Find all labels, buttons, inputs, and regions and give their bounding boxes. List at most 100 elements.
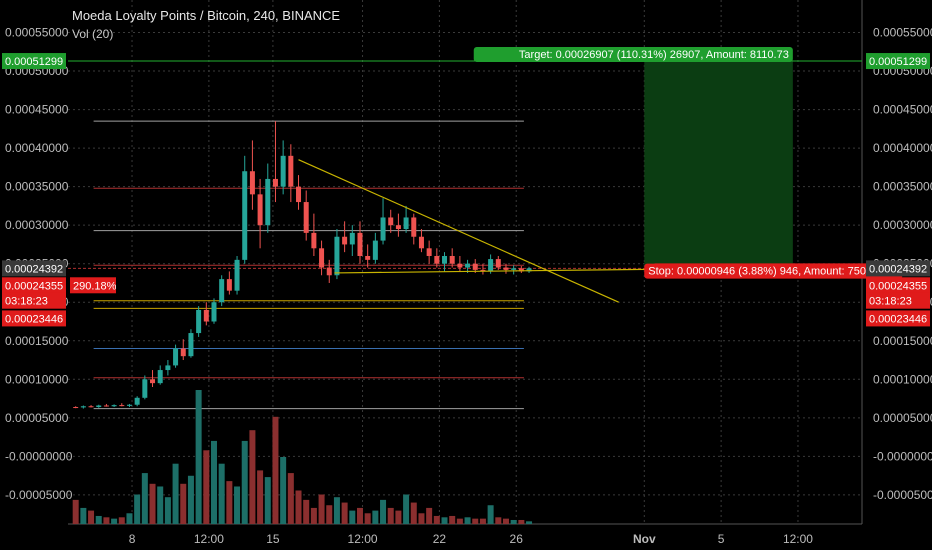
price-tick-label-right: 0.00060000 (873, 0, 932, 1)
volume-bar (518, 519, 525, 524)
candle-body (150, 379, 156, 384)
price-tick-label-left: 0.00045000 (5, 103, 69, 117)
candle-body (257, 194, 263, 226)
price-tick-label-right: 0.00045000 (873, 103, 932, 117)
right-price-badge-text: 0.00051299 (869, 56, 927, 68)
candle-body (188, 333, 194, 357)
candle-body (196, 309, 202, 334)
candle-body (242, 171, 248, 260)
volume-bar (426, 507, 433, 524)
time-tick-label: Nov (633, 532, 656, 546)
candle-body (73, 407, 79, 409)
price-tick-label-left: 0.00030000 (5, 218, 69, 232)
candle-body (165, 365, 171, 371)
volume-bar (141, 473, 148, 524)
price-tick-label-right: 0.00055000 (873, 26, 932, 40)
volume-bar (456, 518, 463, 524)
candle-body (503, 267, 509, 270)
volume-bar (218, 463, 225, 524)
volume-bar (310, 507, 317, 524)
volume-bar (479, 518, 486, 524)
candle-body (465, 263, 471, 268)
volume-bar (149, 483, 156, 524)
stop-label-text: Stop: 0.00000946 (3.88%) 946, Amount: 75… (648, 266, 866, 278)
time-tick-label: 12:00 (194, 532, 224, 546)
right-price-badge-text: 0.00024392 (869, 263, 927, 275)
price-tick-label-left: 0.00035000 (5, 180, 69, 194)
price-tick-label-left: 0.00040000 (5, 141, 69, 155)
left-price-badge (2, 53, 66, 70)
candle-body (480, 269, 486, 272)
candle-series (73, 121, 532, 409)
candle-body (326, 267, 332, 276)
right-price-badge (866, 310, 930, 327)
volume-bar (510, 519, 517, 524)
candle-body (526, 268, 532, 272)
left-price-badge-text: 0.00024355 (5, 280, 63, 292)
time-tick-label: 12:00 (783, 532, 813, 546)
volume-bar (387, 507, 394, 524)
volume-bar (257, 470, 264, 524)
right-price-badge (866, 292, 930, 309)
candle-body (272, 178, 278, 187)
volume-bar (464, 517, 471, 524)
left-price-badge-text: 0.00051299 (5, 56, 63, 68)
candle-body (395, 225, 401, 230)
candle-body (426, 248, 432, 256)
volume-bar (187, 475, 194, 524)
volume-bar (364, 513, 371, 524)
left-price-badge (2, 292, 66, 309)
time-tick-label: 26 (510, 532, 524, 546)
left-percent-badge (70, 277, 116, 294)
volume-series (72, 390, 533, 524)
right-price-badge (866, 53, 930, 70)
volume-bar (356, 507, 363, 524)
candle-body (403, 217, 409, 230)
volume-bar (203, 450, 210, 524)
volume-bar (111, 518, 118, 524)
candle-body (134, 397, 140, 405)
candle-body (495, 259, 501, 268)
volume-bar (487, 505, 494, 524)
candle-body (88, 406, 94, 408)
candle-body (372, 240, 378, 260)
candle-body (288, 155, 294, 187)
price-tick-label-right: 0.00015000 (873, 334, 932, 348)
candle-body (280, 155, 286, 187)
time-tick-label: 15 (266, 532, 280, 546)
candle-body (380, 217, 386, 241)
target-zone (644, 61, 793, 269)
price-tick-label-right: 0.00030000 (873, 218, 932, 232)
volume-bar (180, 483, 187, 524)
candle-body (457, 263, 463, 268)
price-tick-label-left: 0.00005000 (5, 411, 69, 425)
candle-body (249, 171, 255, 195)
volume-bar (449, 515, 456, 524)
candle-body (365, 256, 371, 260)
volume-bar (380, 499, 387, 524)
left-price-badge-text: 0.00024392 (5, 263, 63, 275)
time-tick-label: 12:00 (348, 532, 378, 546)
right-price-badge-text: 03:18:23 (869, 296, 912, 308)
volume-bar (349, 510, 356, 524)
candle-body (411, 217, 417, 237)
price-tick-label-left: -0.00005000 (5, 488, 73, 502)
volume-bar (472, 518, 479, 524)
volume-bar (195, 390, 202, 524)
volume-bar (502, 518, 509, 524)
volume-bar (326, 505, 333, 524)
volume-bar (410, 502, 417, 524)
candle-body (142, 379, 148, 398)
volume-bar (272, 416, 279, 524)
volume-bar (249, 430, 256, 524)
right-price-badge (866, 260, 930, 277)
candle-body (488, 259, 494, 272)
candle-body (349, 232, 355, 245)
candle-body (173, 348, 179, 366)
candle-body (442, 256, 448, 264)
candle-body (157, 370, 163, 384)
right-price-badge-text: 0.00023446 (869, 313, 927, 325)
candle-body (203, 309, 209, 322)
target-label-text: Target: 0.00026907 (110.31%) 26907, Amou… (519, 49, 789, 61)
